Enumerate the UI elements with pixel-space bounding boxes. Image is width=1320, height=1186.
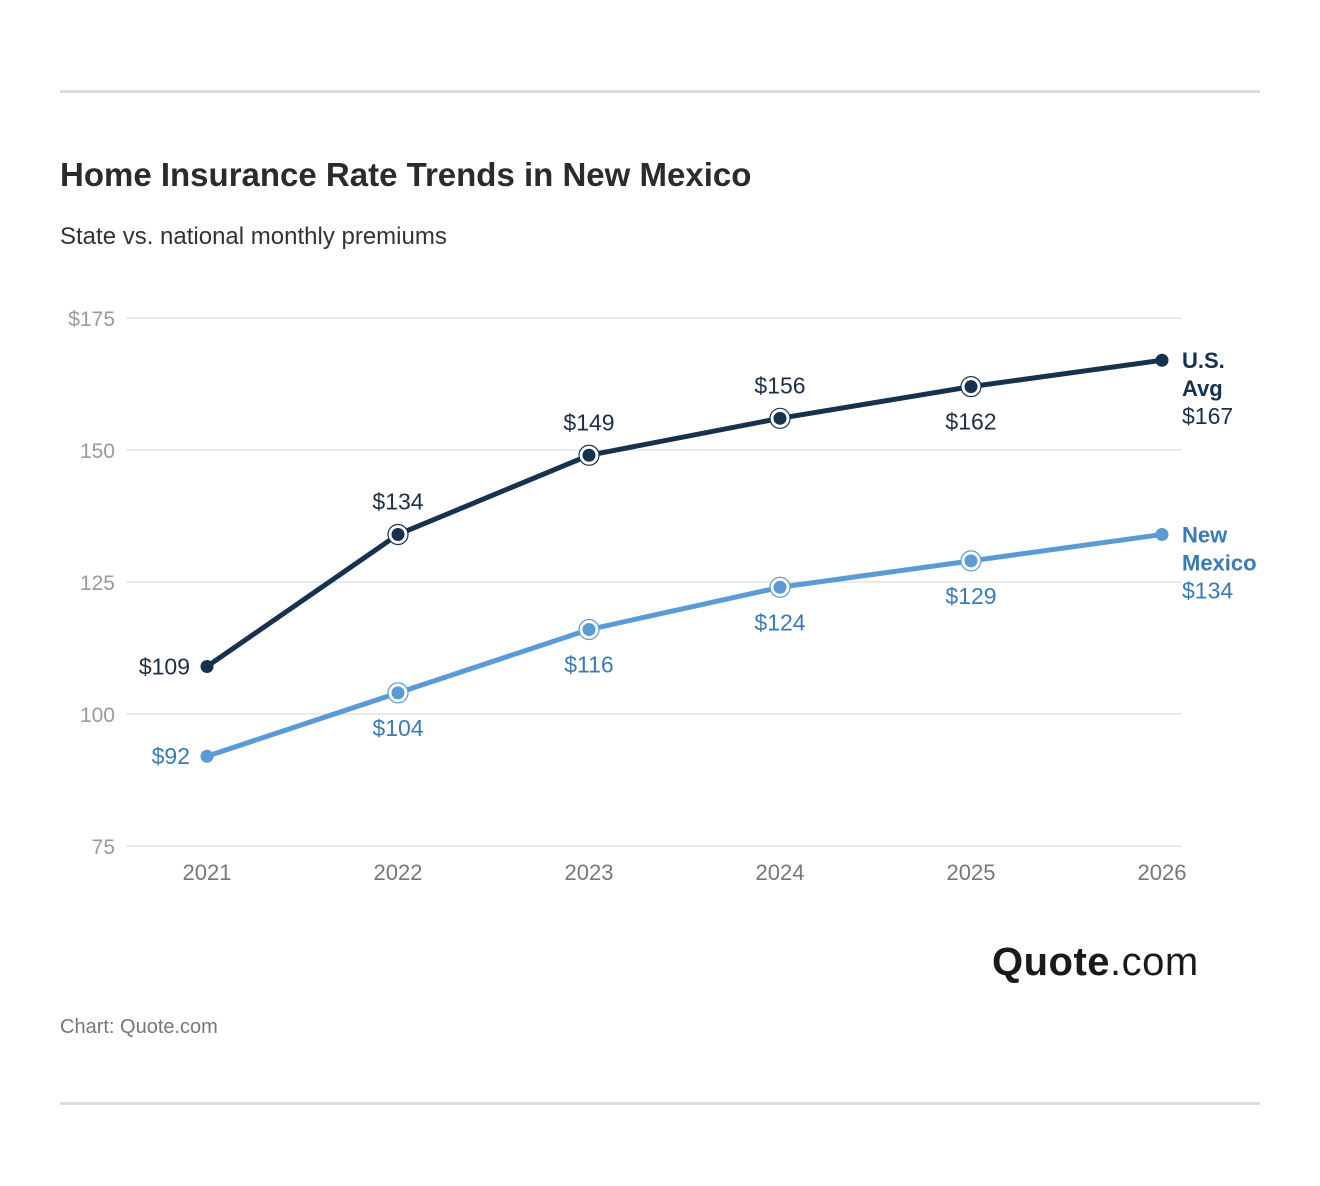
data-labels: $109 $134 $149 $156 $162 $92 $104 $116 $124 $129: [139, 372, 997, 769]
logo-quote-text: Quote: [992, 940, 1111, 984]
data-point: [582, 448, 596, 462]
data-label: $134: [372, 488, 423, 514]
data-point: [964, 380, 978, 394]
x-axis-ticks: 2021 2022 2023 2024 2025 2026: [183, 860, 1187, 885]
x-tick-label: 2022: [374, 860, 423, 885]
gridlines: [126, 317, 1182, 847]
y-tick-label: 75: [92, 836, 115, 859]
series-name-label: New: [1182, 522, 1228, 547]
chart-title: Home Insurance Rate Trends in New Mexico: [60, 156, 752, 193]
data-point: [1155, 527, 1169, 541]
series-name-label: Avg: [1182, 376, 1223, 401]
data-label: $124: [754, 609, 805, 635]
data-label: $92: [152, 743, 190, 769]
series-line: [204, 531, 1165, 759]
data-point: [773, 580, 787, 594]
data-point: [582, 623, 596, 637]
series-name-label: U.S.: [1182, 348, 1225, 373]
y-axis-ticks: 75 100 125 150 $175: [68, 308, 115, 859]
data-label: $149: [563, 409, 614, 435]
data-label: $162: [945, 409, 996, 435]
x-tick-label: 2024: [756, 860, 805, 885]
top-divider: [60, 90, 1260, 93]
quote-com-logo: Quote.com: [992, 940, 1199, 985]
x-tick-label: 2025: [947, 860, 996, 885]
data-point: [391, 527, 405, 541]
series-group: [200, 353, 1169, 763]
data-label: $109: [139, 653, 190, 679]
y-tick-label: 125: [80, 572, 115, 595]
series-end-labels: U.S. Avg$167 New Mexico$134: [1182, 348, 1257, 603]
series-end-value: $134: [1182, 577, 1233, 603]
data-point: [200, 749, 214, 763]
series-name-label: Mexico: [1182, 550, 1257, 575]
data-label: $156: [754, 372, 805, 398]
data-point: [200, 659, 214, 673]
data-point: [1155, 353, 1169, 367]
series-end-value: $167: [1182, 403, 1233, 429]
chart-subtitle: State vs. national monthly premiums: [60, 223, 447, 250]
y-tick-label: 100: [80, 704, 115, 727]
series-line: [204, 357, 1165, 669]
data-point: [773, 411, 787, 425]
x-tick-label: 2021: [183, 860, 232, 885]
data-point: [964, 554, 978, 568]
data-label: $104: [372, 715, 423, 741]
y-tick-label: $175: [68, 308, 115, 331]
data-label: $129: [945, 583, 996, 609]
data-point: [391, 686, 405, 700]
chart-source: Chart: Quote.com: [60, 1016, 218, 1038]
data-label: $116: [564, 652, 613, 678]
bottom-divider: [60, 1102, 1260, 1105]
y-tick-label: 150: [80, 440, 115, 463]
x-tick-label: 2023: [565, 860, 614, 885]
logo-dotcom-text: .com: [1110, 940, 1199, 984]
x-tick-label: 2026: [1138, 860, 1187, 885]
